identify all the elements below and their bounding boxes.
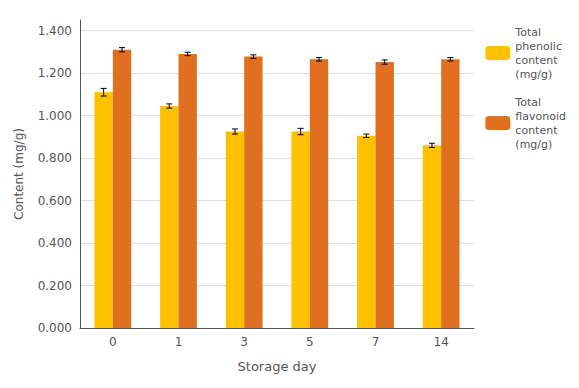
svg-text:flavonoid: flavonoid	[515, 110, 566, 123]
svg-text:7: 7	[372, 335, 380, 349]
svg-text:(mg/g): (mg/g)	[515, 138, 552, 151]
svg-text:1.000: 1.000	[38, 109, 72, 123]
svg-text:5: 5	[306, 335, 314, 349]
svg-text:1: 1	[175, 335, 183, 349]
svg-text:Content (mg/g): Content (mg/g)	[12, 128, 26, 220]
svg-text:Total: Total	[514, 26, 541, 39]
svg-text:0.400: 0.400	[38, 236, 72, 250]
svg-text:3: 3	[240, 335, 248, 349]
svg-text:(mg/g): (mg/g)	[515, 68, 552, 81]
svg-text:phenolic: phenolic	[515, 40, 562, 53]
svg-text:0.200: 0.200	[38, 279, 72, 293]
svg-text:0: 0	[109, 335, 117, 349]
svg-text:content: content	[515, 124, 558, 137]
svg-text:Total: Total	[514, 96, 541, 109]
svg-text:1.200: 1.200	[38, 66, 72, 80]
svg-text:0.000: 0.000	[38, 321, 72, 335]
svg-text:Storage day: Storage day	[238, 359, 317, 374]
svg-text:14: 14	[434, 335, 449, 349]
svg-text:content: content	[515, 54, 558, 67]
svg-text:1.400: 1.400	[38, 24, 72, 38]
svg-text:0.600: 0.600	[38, 194, 72, 208]
svg-text:0.800: 0.800	[38, 151, 72, 165]
